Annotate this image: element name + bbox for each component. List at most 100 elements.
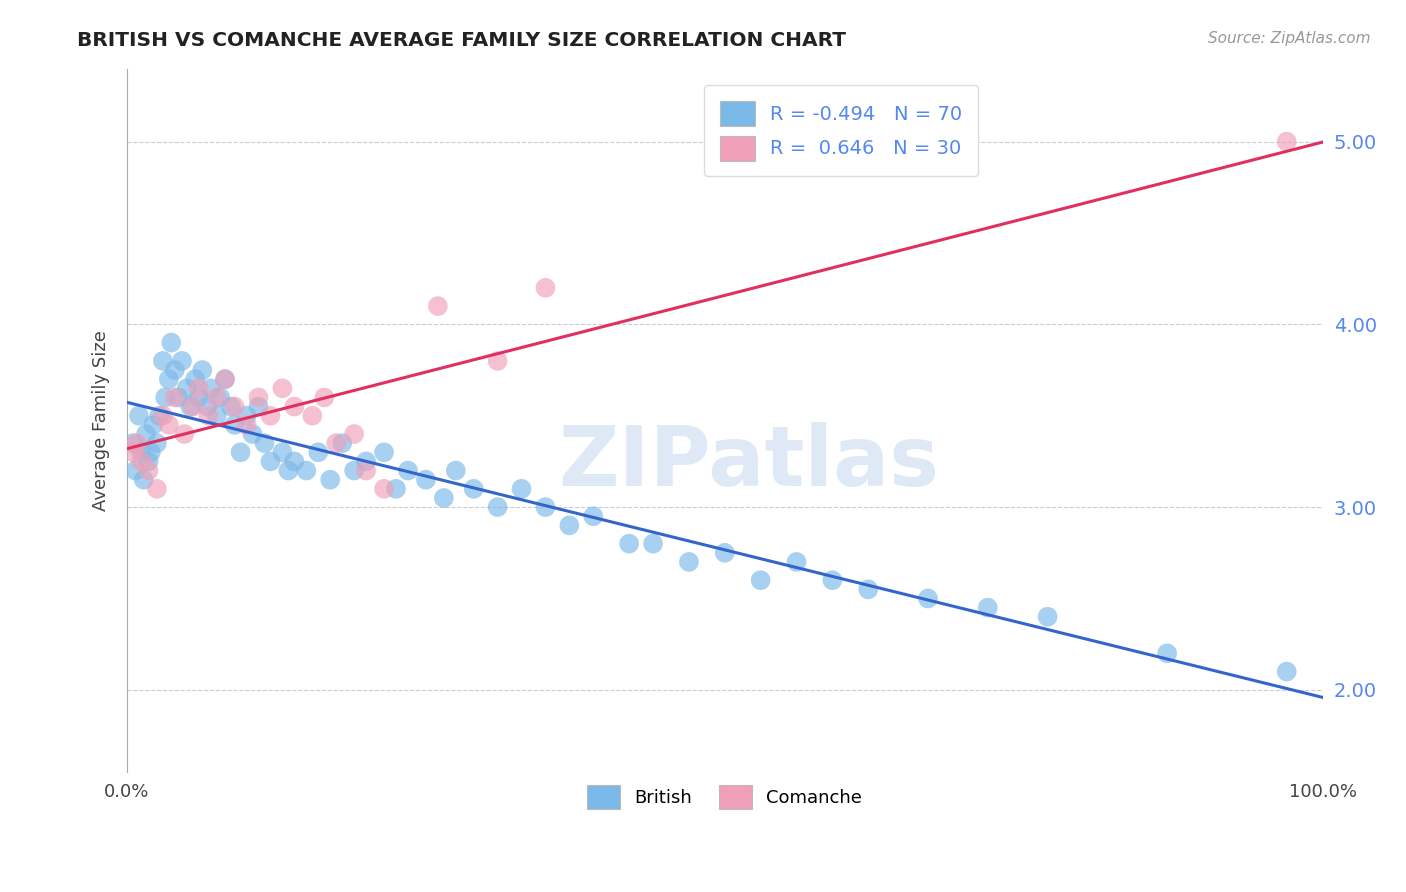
Point bbox=[314, 391, 336, 405]
Point bbox=[330, 436, 353, 450]
Point bbox=[128, 409, 150, 423]
Point bbox=[319, 473, 342, 487]
Point bbox=[242, 427, 264, 442]
Point bbox=[283, 400, 305, 414]
Point bbox=[125, 436, 148, 450]
Point bbox=[1156, 646, 1178, 660]
Point bbox=[271, 381, 294, 395]
Point bbox=[205, 391, 228, 405]
Point bbox=[917, 591, 939, 606]
Point bbox=[142, 417, 165, 432]
Point bbox=[259, 409, 281, 423]
Text: BRITISH VS COMANCHE AVERAGE FAMILY SIZE CORRELATION CHART: BRITISH VS COMANCHE AVERAGE FAMILY SIZE … bbox=[77, 31, 846, 50]
Point bbox=[214, 372, 236, 386]
Point bbox=[200, 381, 222, 395]
Text: Source: ZipAtlas.com: Source: ZipAtlas.com bbox=[1208, 31, 1371, 46]
Point bbox=[160, 335, 183, 350]
Point bbox=[152, 409, 174, 423]
Point bbox=[396, 464, 419, 478]
Point bbox=[146, 482, 169, 496]
Point bbox=[582, 509, 605, 524]
Legend: British, Comanche: British, Comanche bbox=[581, 778, 869, 816]
Point bbox=[713, 546, 735, 560]
Point bbox=[157, 417, 180, 432]
Point bbox=[558, 518, 581, 533]
Point bbox=[224, 400, 246, 414]
Point bbox=[510, 482, 533, 496]
Point bbox=[146, 436, 169, 450]
Point bbox=[209, 391, 232, 405]
Point bbox=[295, 464, 318, 478]
Point bbox=[253, 436, 276, 450]
Point bbox=[343, 427, 366, 442]
Point bbox=[301, 409, 323, 423]
Point bbox=[197, 409, 219, 423]
Point bbox=[124, 464, 146, 478]
Point bbox=[534, 281, 557, 295]
Point bbox=[325, 436, 347, 450]
Point bbox=[426, 299, 449, 313]
Point bbox=[214, 372, 236, 386]
Point bbox=[271, 445, 294, 459]
Point bbox=[224, 417, 246, 432]
Point bbox=[373, 482, 395, 496]
Point bbox=[678, 555, 700, 569]
Point bbox=[229, 445, 252, 459]
Point bbox=[749, 573, 772, 587]
Point bbox=[343, 464, 366, 478]
Point bbox=[179, 400, 201, 414]
Point bbox=[195, 400, 218, 414]
Point bbox=[181, 400, 204, 414]
Point bbox=[617, 536, 640, 550]
Point bbox=[191, 363, 214, 377]
Point bbox=[641, 536, 664, 550]
Point bbox=[152, 354, 174, 368]
Point bbox=[138, 454, 160, 468]
Point bbox=[1275, 665, 1298, 679]
Point bbox=[1275, 135, 1298, 149]
Point bbox=[205, 409, 228, 423]
Point bbox=[247, 400, 270, 414]
Point bbox=[138, 464, 160, 478]
Point bbox=[163, 363, 186, 377]
Point bbox=[139, 445, 162, 459]
Point bbox=[176, 381, 198, 395]
Point bbox=[444, 464, 467, 478]
Point bbox=[534, 500, 557, 514]
Point bbox=[148, 409, 170, 423]
Point bbox=[157, 372, 180, 386]
Point bbox=[373, 445, 395, 459]
Point bbox=[187, 391, 209, 405]
Point bbox=[235, 417, 257, 432]
Point bbox=[433, 491, 456, 505]
Point bbox=[415, 473, 437, 487]
Point bbox=[131, 454, 153, 468]
Point bbox=[858, 582, 880, 597]
Point bbox=[307, 445, 329, 459]
Point bbox=[277, 464, 299, 478]
Point bbox=[122, 445, 145, 459]
Point bbox=[167, 391, 190, 405]
Point bbox=[486, 500, 509, 514]
Point bbox=[132, 473, 155, 487]
Point bbox=[354, 454, 377, 468]
Point bbox=[173, 427, 195, 442]
Point bbox=[486, 354, 509, 368]
Point bbox=[385, 482, 408, 496]
Point bbox=[219, 400, 242, 414]
Point bbox=[354, 464, 377, 478]
Point bbox=[247, 391, 270, 405]
Y-axis label: Average Family Size: Average Family Size bbox=[93, 330, 110, 511]
Text: ZIPatlas: ZIPatlas bbox=[558, 422, 939, 503]
Point bbox=[135, 427, 157, 442]
Point bbox=[259, 454, 281, 468]
Point bbox=[1036, 609, 1059, 624]
Point bbox=[786, 555, 808, 569]
Point bbox=[122, 436, 145, 450]
Point bbox=[235, 409, 257, 423]
Point bbox=[155, 391, 177, 405]
Point bbox=[163, 391, 186, 405]
Point bbox=[463, 482, 485, 496]
Point bbox=[184, 372, 207, 386]
Point bbox=[977, 600, 1000, 615]
